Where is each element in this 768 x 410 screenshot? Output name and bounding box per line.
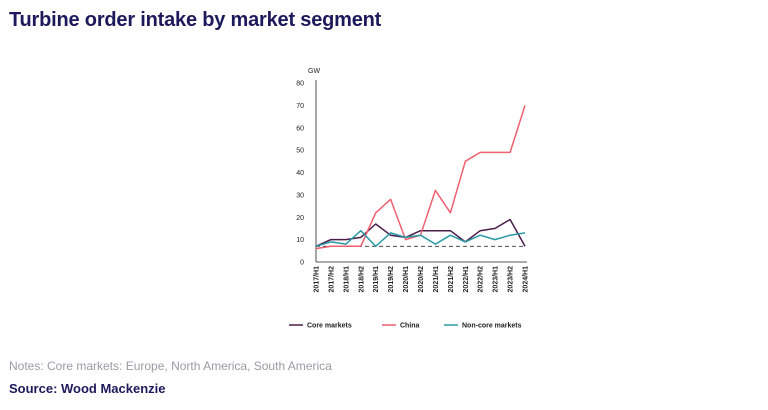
x-tick-label: 2018/H1	[343, 266, 350, 293]
x-tick-label: 2020/H1	[403, 266, 410, 293]
x-tick-label: 2022/H1	[463, 266, 470, 293]
x-tick-label: 2022/H2	[478, 266, 485, 293]
y-tick-label: 0	[300, 260, 304, 267]
series-line-china	[315, 105, 526, 250]
chart-title: Turbine order intake by market segment	[9, 9, 382, 31]
x-tick-label: 2020/H2	[418, 266, 425, 293]
x-tick-label: 2023/H2	[508, 266, 515, 293]
y-tick-label: 50	[296, 148, 304, 155]
y-tick-label: 30	[296, 192, 304, 199]
x-tick-label: 2019/H2	[388, 266, 395, 293]
series-line-non-core-markets	[315, 229, 526, 248]
legend-label: Non-core markets	[462, 323, 522, 330]
y-tick-label: 40	[296, 170, 304, 177]
x-axis-ticks: 2017/H1 2017/H2 2018/H1 2018/H2 2019/H1 2019/…	[314, 266, 530, 293]
legend: Core markets China Non-core markets	[289, 323, 522, 330]
x-tick-label: 2018/H2	[358, 266, 365, 293]
legend-label: China	[400, 323, 420, 330]
x-tick-label: 2021/H1	[433, 266, 440, 293]
series-lines	[315, 105, 526, 250]
x-tick-label: 2017/H2	[328, 266, 335, 293]
y-tick-label: 20	[296, 215, 304, 222]
chart-source: Source: Wood Mackenzie	[9, 381, 166, 396]
y-tick-label: 10	[296, 237, 304, 244]
y-axis-ticks: 0 10 20 30 40 50 60 70 80	[296, 81, 304, 267]
y-axis-unit: GW	[308, 68, 320, 75]
x-tick-label: 2019/H1	[373, 266, 380, 293]
x-tick-label: 2021/H2	[448, 266, 455, 293]
x-tick-label: 2023/H1	[493, 266, 500, 293]
y-tick-label: 60	[296, 125, 304, 132]
x-tick-label: 2017/H1	[314, 266, 321, 293]
y-tick-label: 70	[296, 103, 304, 110]
chart-notes: Notes: Core markets: Europe, North Ameri…	[9, 359, 332, 373]
y-tick-label: 80	[296, 81, 304, 88]
x-tick-label: 2024/H1	[523, 266, 530, 293]
legend-label: Core markets	[307, 323, 352, 330]
